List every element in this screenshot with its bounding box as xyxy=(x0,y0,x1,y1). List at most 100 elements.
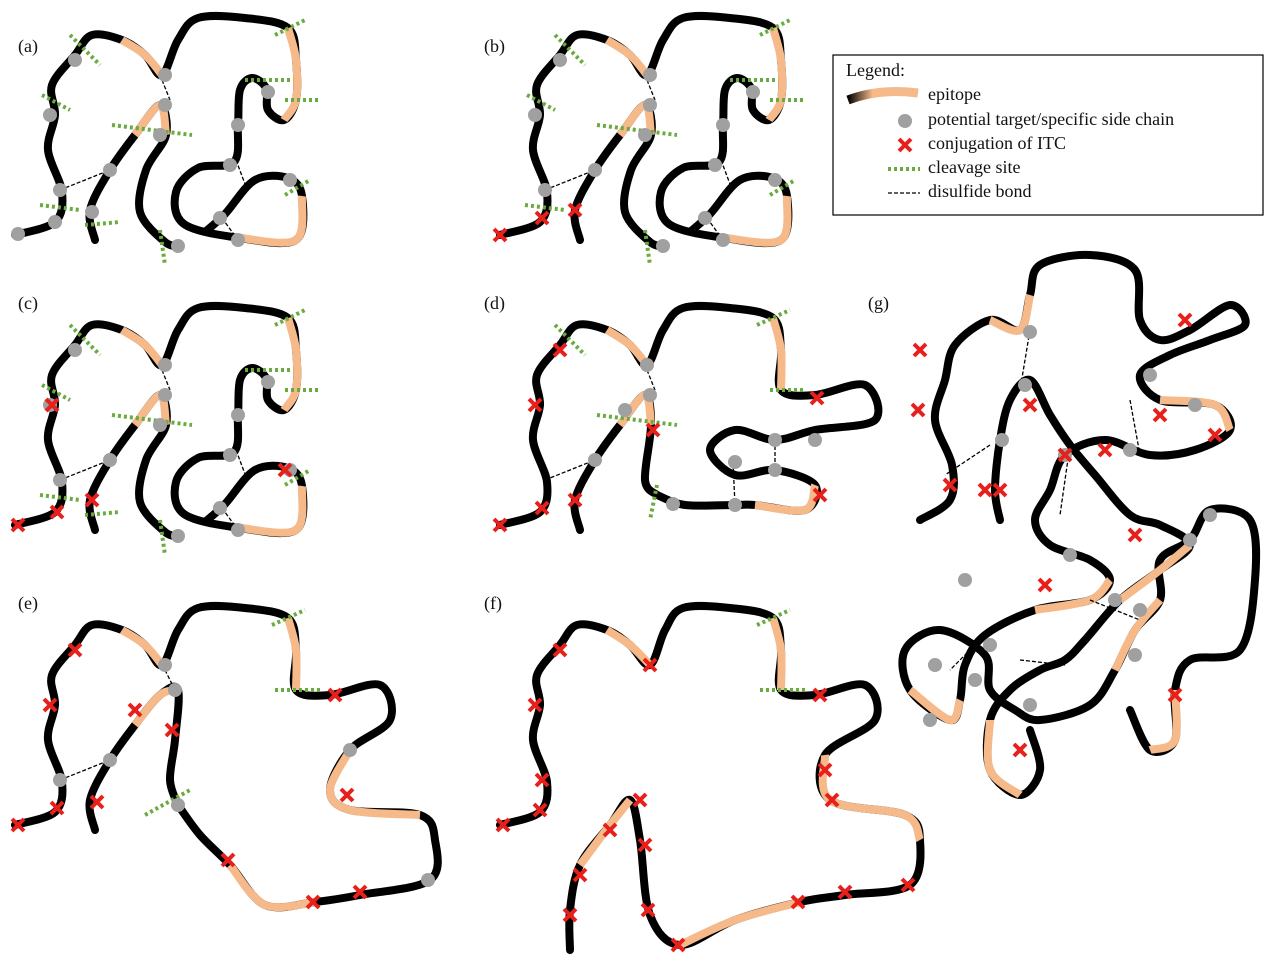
side-chain xyxy=(261,375,275,389)
disulfide-bond xyxy=(162,370,170,390)
side-chain xyxy=(643,98,657,112)
side-chain xyxy=(171,798,185,812)
side-chain xyxy=(643,68,657,82)
side-chain xyxy=(223,448,237,462)
side-chain xyxy=(11,227,25,241)
side-chain xyxy=(768,463,782,477)
side-chain xyxy=(1123,443,1137,457)
epitope xyxy=(240,486,303,533)
epitope xyxy=(284,28,297,120)
side-chain xyxy=(958,573,972,587)
side-chain xyxy=(728,498,742,512)
epitope xyxy=(230,865,315,907)
side-chain xyxy=(231,233,245,247)
legend-item: epitope xyxy=(928,84,981,104)
side-chain xyxy=(1023,698,1037,712)
legend-circle-symbol xyxy=(898,114,912,128)
side-chain xyxy=(666,497,680,511)
side-chain xyxy=(223,158,237,172)
side-chain xyxy=(68,53,82,67)
side-chain xyxy=(640,358,654,372)
legend-title: Legend: xyxy=(846,60,905,80)
epitope xyxy=(990,295,1030,331)
epitope xyxy=(607,330,647,365)
side-chain xyxy=(171,239,185,253)
side-chain xyxy=(153,418,167,432)
side-chain xyxy=(158,388,172,402)
side-chain xyxy=(231,523,245,537)
side-chain xyxy=(343,743,357,757)
panel-label: (f) xyxy=(484,593,502,614)
side-chain xyxy=(168,683,182,697)
side-chain xyxy=(85,205,99,219)
panel-label: (d) xyxy=(484,293,505,314)
side-chain xyxy=(231,408,245,422)
side-chain xyxy=(213,211,227,225)
epitope xyxy=(725,196,788,243)
cleavage-site xyxy=(597,125,677,135)
epitope xyxy=(755,485,815,511)
epitope xyxy=(122,330,162,365)
cleavage-site xyxy=(40,495,80,500)
side-chain xyxy=(553,53,567,67)
side-chain xyxy=(43,108,57,122)
figure: (a) (b) (c) (d) (e) (f) (g) Legend: epit… xyxy=(0,0,1271,962)
disulfide-bond xyxy=(647,370,655,390)
side-chain xyxy=(1108,593,1122,607)
side-chain xyxy=(538,183,552,197)
side-chain xyxy=(213,501,227,515)
side-chain xyxy=(968,673,982,687)
panel-label: (a) xyxy=(18,36,38,57)
side-chain xyxy=(153,128,167,142)
itc-conjugation xyxy=(1129,529,1141,541)
side-chain xyxy=(928,658,942,672)
epitope xyxy=(240,196,303,243)
side-chain xyxy=(1023,325,1037,339)
side-chain xyxy=(1133,603,1147,617)
epitope xyxy=(607,40,647,75)
side-chain xyxy=(261,85,275,99)
legend: Legend: epitope potential target/specifi… xyxy=(833,55,1263,215)
legend-item: cleavage site xyxy=(928,157,1020,177)
side-chain xyxy=(158,658,172,672)
side-chain xyxy=(983,638,997,652)
itc-conjugation xyxy=(129,704,141,716)
cleavage-site xyxy=(525,205,565,210)
itc-conjugation xyxy=(1099,444,1111,456)
side-chain xyxy=(1143,368,1157,382)
panel-label: (b) xyxy=(484,36,505,57)
disulfide-bond xyxy=(236,160,245,184)
epitope xyxy=(769,28,782,120)
side-chain xyxy=(528,108,542,122)
side-chain xyxy=(48,215,62,229)
epitope xyxy=(122,40,162,75)
itc-conjugation xyxy=(979,484,991,496)
side-chain xyxy=(1128,648,1142,662)
disulfide-bond xyxy=(721,160,730,184)
side-chain xyxy=(283,173,297,187)
disulfide-bond xyxy=(162,80,170,100)
side-chain xyxy=(158,98,172,112)
side-chain xyxy=(68,343,82,357)
side-chain xyxy=(53,183,67,197)
side-chain xyxy=(1203,508,1217,522)
legend-item: potential target/specific side chain xyxy=(928,109,1174,129)
side-chain xyxy=(103,163,117,177)
side-chain xyxy=(618,403,632,417)
side-chain xyxy=(588,163,602,177)
side-chain xyxy=(923,713,937,727)
cleavage-site xyxy=(597,415,677,425)
side-chain xyxy=(103,453,117,467)
cleavage-site xyxy=(40,205,80,210)
side-chain xyxy=(53,473,67,487)
itc-conjugation xyxy=(634,794,646,806)
side-chain xyxy=(708,158,722,172)
chain xyxy=(902,255,1256,752)
side-chain xyxy=(995,433,1009,447)
side-chain xyxy=(103,753,117,767)
side-chain xyxy=(421,873,435,887)
side-chain xyxy=(698,211,712,225)
chain xyxy=(574,395,657,530)
itc-conjugation xyxy=(914,344,926,356)
side-chain xyxy=(588,453,602,467)
